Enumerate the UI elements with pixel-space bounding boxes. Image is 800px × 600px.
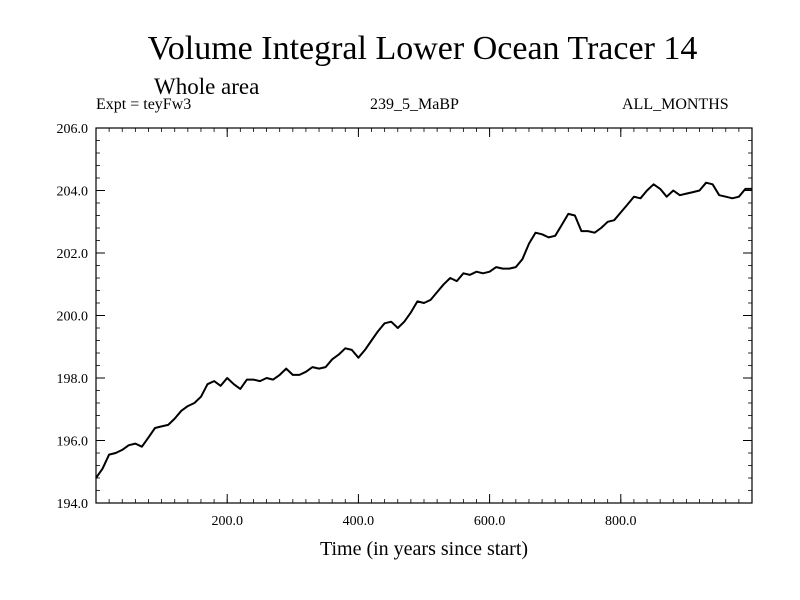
chart-title: Volume Integral Lower Ocean Tracer 14 xyxy=(147,30,698,67)
chart-subtitle: Whole area xyxy=(154,74,260,99)
run-label: 239_5_MaBP xyxy=(370,96,459,113)
period-label: ALL_MONTHS xyxy=(622,96,729,113)
y-tick-label: 196.0 xyxy=(57,435,89,450)
experiment-label: Expt = teyFw3 xyxy=(96,96,192,113)
y-tick-label: 194.0 xyxy=(57,497,89,512)
y-tick-label: 202.0 xyxy=(57,247,89,262)
y-tick-label: 198.0 xyxy=(57,372,89,387)
y-tick-label: 200.0 xyxy=(57,310,89,325)
x-tick-label: 600.0 xyxy=(474,514,506,529)
y-tick-label: 204.0 xyxy=(57,185,89,200)
x-axis-label: Time (in years since start) xyxy=(320,538,528,560)
x-tick-label: 800.0 xyxy=(605,514,637,529)
series-line xyxy=(95,181,752,479)
x-tick-label: 200.0 xyxy=(211,514,243,529)
x-tick-label: 400.0 xyxy=(343,514,375,529)
y-tick-label: 206.0 xyxy=(57,122,89,137)
